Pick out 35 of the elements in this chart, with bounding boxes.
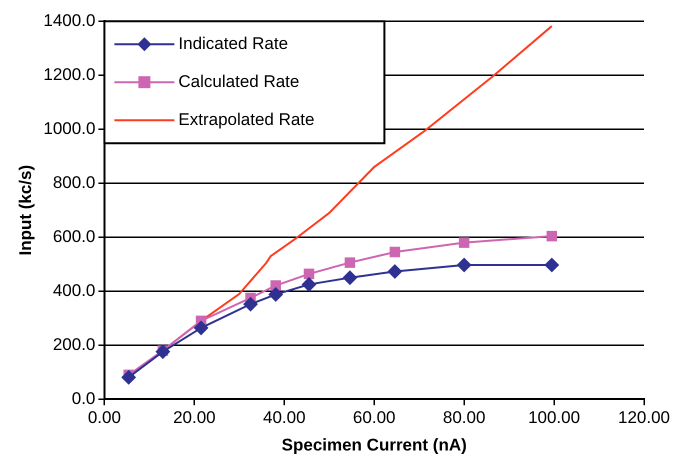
y-tick-label: 1200.0 — [43, 64, 96, 84]
point — [546, 230, 558, 242]
y-tick-label: 1000.0 — [43, 118, 96, 138]
y-tick-label: 800.0 — [52, 172, 96, 192]
x-tick-label: 40.00 — [262, 408, 306, 428]
y-tick-label: 0.0 — [72, 388, 96, 408]
point — [457, 258, 472, 272]
point — [156, 344, 170, 359]
point — [458, 237, 470, 248]
point — [244, 297, 258, 312]
x-tick-label: 80.00 — [442, 408, 486, 428]
legend-label: Extrapolated Rate — [178, 110, 314, 129]
point — [388, 264, 402, 278]
x-tick-label: 120.00 — [618, 408, 670, 428]
x-tick-label: 20.00 — [173, 408, 216, 428]
x-tick-label: 100.00 — [528, 408, 580, 428]
y-tick-label: 400.0 — [52, 280, 96, 300]
y-tick-label: 600.0 — [52, 226, 96, 246]
y-tick-label: 200.0 — [52, 334, 96, 354]
point — [344, 257, 356, 268]
point — [390, 246, 400, 258]
point — [544, 258, 559, 272]
point — [342, 270, 357, 285]
point — [304, 268, 314, 280]
point — [122, 370, 136, 384]
point — [194, 320, 208, 335]
x-axis-title: Specimen Current (nA) — [282, 435, 467, 454]
x-tick-label: 60.00 — [352, 408, 396, 428]
point — [268, 287, 283, 302]
point — [302, 277, 316, 292]
y-tick-label: 1400.0 — [43, 10, 96, 30]
y-axis-title: Input (kc/s) — [16, 164, 35, 256]
legend-label: Indicated Rate — [178, 34, 288, 53]
x-tick-label: 0.00 — [88, 408, 121, 428]
legend-label: Calculated Rate — [178, 72, 300, 91]
